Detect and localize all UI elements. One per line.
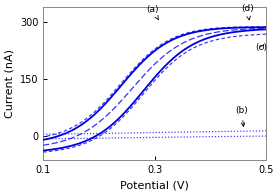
Text: (c): (c) bbox=[256, 43, 268, 52]
Text: (d): (d) bbox=[241, 4, 254, 20]
Text: (a): (a) bbox=[146, 5, 159, 20]
Text: (b): (b) bbox=[235, 106, 248, 126]
X-axis label: Potential (V): Potential (V) bbox=[120, 181, 189, 191]
Y-axis label: Current (nA): Current (nA) bbox=[4, 49, 14, 118]
